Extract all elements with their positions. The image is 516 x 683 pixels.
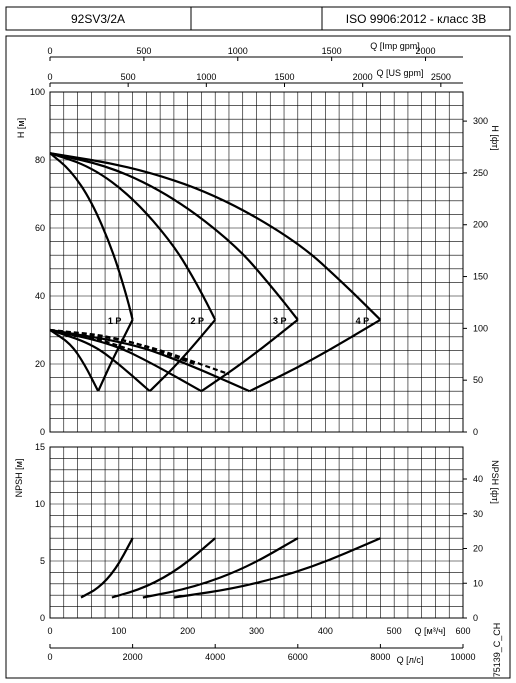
npsh-ytick-label: 5 <box>40 556 45 566</box>
ls-tick-label: 10000 <box>450 652 475 662</box>
ls-tick-label: 8000 <box>370 652 390 662</box>
series-label-4: 4 P <box>356 316 370 326</box>
efficiency-rising-4 <box>249 318 381 393</box>
series-label-3: 3 P <box>273 316 287 326</box>
dashed-curve-3 <box>49 328 230 376</box>
head-ytick-label: 40 <box>35 291 45 301</box>
head-ft-label: 0 <box>473 427 478 437</box>
head-curve-2 <box>49 152 217 321</box>
npsh-ft-label: 10 <box>473 578 483 588</box>
head-ft-label: 100 <box>473 323 488 333</box>
head-ft-label: 250 <box>473 168 488 178</box>
ls-tick-label: 4000 <box>205 652 225 662</box>
imp-tick-label: 1500 <box>322 46 342 56</box>
npsh-ytick-label: 15 <box>35 442 45 452</box>
standard-label: ISO 9906:2012 - класс 3B <box>346 12 486 26</box>
us-axis-label: Q [US gpm] <box>376 68 423 78</box>
npsh-curve-2 <box>111 537 216 599</box>
ls-tick-label: 2000 <box>123 652 143 662</box>
head-ytick-label: 80 <box>35 155 45 165</box>
us-tick-label: 0 <box>47 72 52 82</box>
qm3h-tick-label: 0 <box>47 626 52 636</box>
efficiency-rising-2 <box>149 319 217 392</box>
head-ylabel-right: H [фт] <box>490 125 500 150</box>
head-ylabel: H [м] <box>16 118 26 138</box>
head-ytick-label: 20 <box>35 359 45 369</box>
head-ytick-label: 100 <box>30 87 45 97</box>
qm3h-tick-label: 400 <box>318 626 333 636</box>
us-tick-label: 1500 <box>274 72 294 82</box>
imp-axis-label: Q [Imp gpm] <box>370 41 420 51</box>
imp-tick-label: 500 <box>136 46 151 56</box>
us-tick-label: 500 <box>121 72 136 82</box>
npsh-curve-4 <box>173 537 381 599</box>
qm3h-tick-label: 100 <box>111 626 126 636</box>
imp-tick-label: 1000 <box>228 46 248 56</box>
npsh-ft-label: 30 <box>473 509 483 519</box>
side-code: 75139_C_CH <box>492 623 502 678</box>
head-ft-label: 200 <box>473 220 488 230</box>
head-curve-3 <box>49 152 299 321</box>
npsh-curve-1 <box>80 537 134 599</box>
model-label: 92SV3/2A <box>71 12 125 26</box>
us-tick-label: 1000 <box>196 72 216 82</box>
npsh-ylabel: NPSH [м] <box>14 459 24 498</box>
ls-tick-label: 6000 <box>288 652 308 662</box>
npsh-ft-label: 0 <box>473 613 478 623</box>
head-ft-label: 150 <box>473 272 488 282</box>
header-frame <box>5 6 511 31</box>
imp-tick-label: 2000 <box>416 46 436 56</box>
efficiency-rising-1 <box>97 319 134 392</box>
qm3h-tick-label: 600 <box>455 626 470 636</box>
us-tick-label: 2000 <box>353 72 373 82</box>
us-tick-label: 2500 <box>431 72 451 82</box>
imp-tick-label: 0 <box>47 46 52 56</box>
sheet-frame <box>5 35 511 679</box>
qm3h-tick-label: 200 <box>180 626 195 636</box>
ls-tick-label: 0 <box>47 652 52 662</box>
npsh-ft-label: 20 <box>473 544 483 554</box>
head-curve-4 <box>49 152 382 321</box>
qm3h-axis-label: Q [м³/ч] <box>415 626 446 636</box>
qm3h-tick-label: 500 <box>387 626 402 636</box>
efficiency-rising-3 <box>200 318 299 393</box>
npsh-ylabel-right: NPSH [фт] <box>490 460 500 504</box>
qm3h-tick-label: 300 <box>249 626 264 636</box>
ls-axis-label: Q [л/с] <box>397 655 424 665</box>
head-ft-label: 50 <box>473 375 483 385</box>
npsh-ft-label: 40 <box>473 474 483 484</box>
npsh-ytick-label: 0 <box>40 613 45 623</box>
head-ytick-label: 0 <box>40 427 45 437</box>
series-label-1: 1 P <box>108 316 122 326</box>
npsh-curve-3 <box>142 537 299 599</box>
head-ytick-label: 60 <box>35 223 45 233</box>
series-label-2: 2 P <box>190 316 204 326</box>
head-curve-1 <box>49 152 134 321</box>
head-ft-label: 300 <box>473 116 488 126</box>
npsh-ytick-label: 10 <box>35 499 45 509</box>
